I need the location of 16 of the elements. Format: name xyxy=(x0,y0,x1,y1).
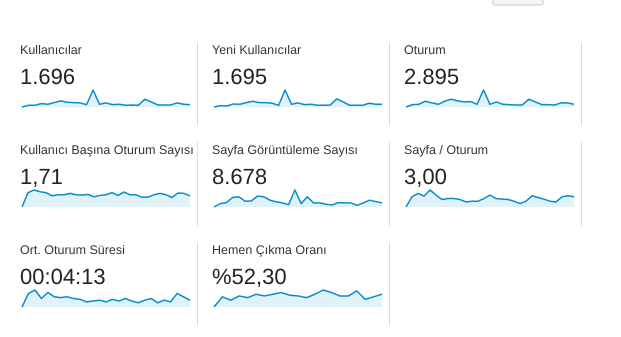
text: 3,00 xyxy=(404,164,447,189)
text: %52,30 xyxy=(212,264,287,289)
chart-title: Ort. Oturum Süresi xyxy=(20,243,125,257)
chart-title: Kullanıcı Başına Oturum Sayısı xyxy=(20,143,194,157)
chart-title: Sayfa Görüntüleme Sayısı xyxy=(212,143,358,157)
chart-title: Kullanıcılar xyxy=(20,43,82,57)
text: 1.695 xyxy=(212,64,268,89)
chart-title: Hemen Çıkma Oranı xyxy=(212,243,327,257)
text: 1.696 xyxy=(20,64,76,89)
text: 1,71 xyxy=(20,164,63,189)
text: 2.895 xyxy=(404,64,460,89)
chart-title: Yeni Kullanıcılar xyxy=(212,43,302,57)
text: 00:04:13 xyxy=(20,264,106,289)
chart-title: Oturum xyxy=(404,43,446,57)
chart-title: Sayfa / Oturum xyxy=(404,143,488,157)
text: 8.678 xyxy=(212,164,268,189)
